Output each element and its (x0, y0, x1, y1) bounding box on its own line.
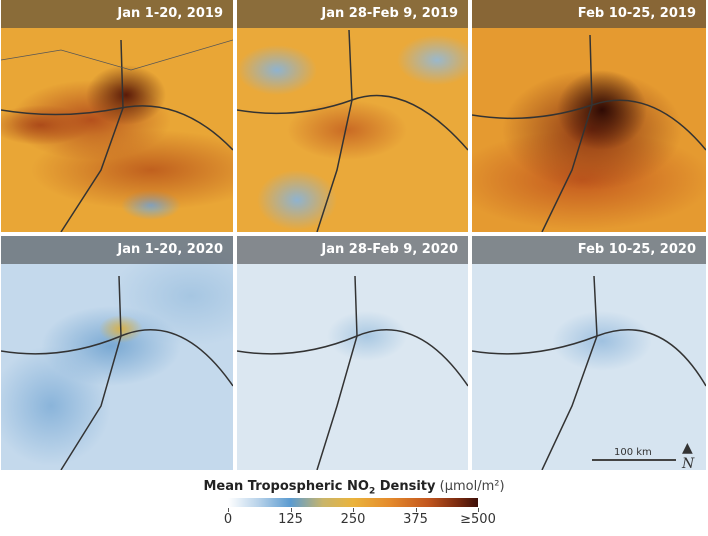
map-panel-feb10-25-2020: Feb 10-25, 2020 (472, 236, 706, 470)
panel-title-bar: Jan 1-20, 2020 (1, 236, 233, 264)
colorbar-tick-label: 250 (340, 512, 366, 527)
legend-title-rest: Density (375, 479, 436, 494)
panel-title-bar: Jan 28-Feb 9, 2019 (237, 0, 468, 28)
color-bar (228, 498, 478, 507)
panel-date-label: Feb 10-25, 2020 (577, 242, 696, 257)
map-panel-jan28-feb9-2019: Jan 28-Feb 9, 2019 (237, 0, 468, 232)
panel-title-bar: Jan 28-Feb 9, 2020 (237, 236, 468, 264)
legend-title: Mean Tropospheric NO2 Density (μmol/m²) (0, 479, 708, 497)
panel-date-label: Feb 10-25, 2019 (577, 6, 696, 21)
panel-date-label: Jan 28-Feb 9, 2020 (321, 242, 458, 257)
map-panel-jan1-20-2019: Jan 1-20, 2019 (1, 0, 233, 232)
colorbar-tick (353, 508, 354, 512)
legend-title-subscript: 2 (368, 486, 376, 497)
map-panel-feb10-25-2019: Feb 10-25, 2019 (472, 0, 706, 232)
panel-date-label: Jan 1-20, 2020 (117, 242, 223, 257)
colorbar-tick-label: 375 (403, 512, 428, 527)
scale-bar (592, 459, 676, 461)
colorbar-tick-label: 125 (278, 512, 303, 527)
legend-title-main: Mean Tropospheric NO (203, 479, 369, 494)
north-arrow-icon: ▲ N (682, 440, 695, 472)
scale-label: 100 km (614, 447, 652, 458)
panel-date-label: Jan 1-20, 2019 (117, 6, 223, 21)
colorbar-tick (415, 508, 417, 512)
colorbar-tick (228, 508, 229, 512)
colorbar-tick (478, 508, 479, 512)
map-panel-jan1-20-2020: Jan 1-20, 2020 (1, 236, 233, 470)
colorbar-tick (290, 508, 292, 512)
panel-title-bar: Feb 10-25, 2020 (472, 236, 706, 264)
panel-title-bar: Feb 10-25, 2019 (472, 0, 706, 28)
panel-date-label: Jan 28-Feb 9, 2019 (321, 6, 458, 21)
map-panel-jan28-feb9-2020: Jan 28-Feb 9, 2020 (237, 236, 468, 470)
colorbar-tick-label: 0 (223, 512, 233, 527)
panel-title-bar: Jan 1-20, 2019 (1, 0, 233, 28)
colorbar-tick-label: ≥500 (460, 512, 496, 527)
legend-unit: (μmol/m²) (439, 479, 505, 494)
